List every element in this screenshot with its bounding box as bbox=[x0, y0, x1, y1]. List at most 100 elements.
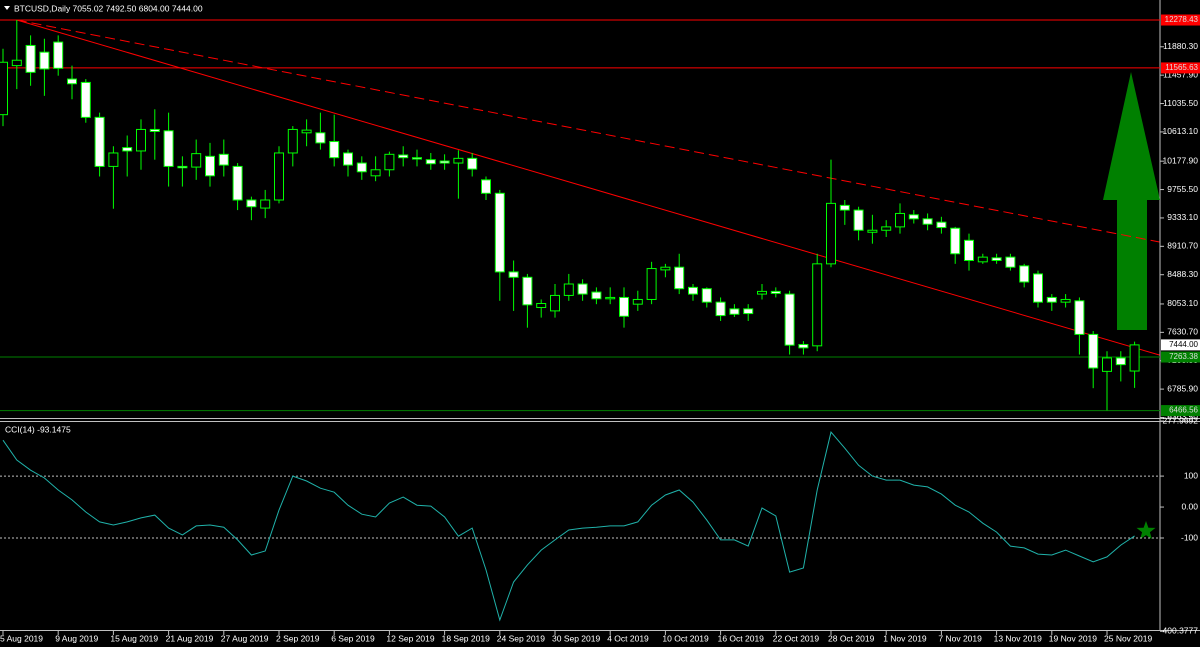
level-label: 7263.38 bbox=[1169, 352, 1198, 361]
candle-body bbox=[1129, 344, 1140, 372]
x-tick-label: 7 Nov 2019 bbox=[938, 633, 982, 643]
candle-body bbox=[591, 291, 602, 300]
candle-body bbox=[218, 153, 229, 166]
candle-body bbox=[370, 169, 381, 177]
candle-body bbox=[977, 256, 988, 263]
y-tick-label: 10177.90 bbox=[1163, 155, 1199, 165]
candle-body bbox=[895, 212, 905, 228]
candle-body bbox=[867, 229, 878, 233]
level-tag bbox=[1161, 405, 1200, 417]
candle-body bbox=[1088, 333, 1099, 369]
y-tick-label: 8488.30 bbox=[1167, 269, 1198, 279]
level-label: 11565.63 bbox=[1165, 63, 1198, 72]
candle-body bbox=[39, 51, 50, 70]
x-tick-label: 21 Aug 2019 bbox=[166, 633, 214, 643]
candle-body bbox=[853, 209, 864, 231]
menu-triangle bbox=[4, 6, 10, 10]
y-tick-label: 9755.50 bbox=[1167, 184, 1198, 194]
candle-body bbox=[232, 165, 243, 201]
candle-body bbox=[191, 153, 202, 168]
candle-body bbox=[688, 286, 698, 295]
candle-body bbox=[315, 132, 326, 144]
candle-body bbox=[467, 157, 478, 170]
candle-body bbox=[1060, 298, 1071, 303]
candle-body bbox=[950, 227, 961, 255]
candle-body bbox=[1074, 300, 1085, 335]
y-tick-label: 8053.10 bbox=[1167, 298, 1198, 308]
x-tick-label: 4 Oct 2019 bbox=[607, 633, 649, 643]
candle-body bbox=[839, 204, 850, 211]
candle-body bbox=[1019, 265, 1030, 283]
x-tick-label: 15 Aug 2019 bbox=[110, 633, 158, 643]
level-tag bbox=[1161, 351, 1200, 363]
current-price-tag bbox=[1161, 339, 1200, 351]
candle-body bbox=[729, 308, 740, 315]
candle-body bbox=[646, 268, 657, 300]
candle-body bbox=[25, 44, 36, 73]
x-tick-label: 19 Nov 2019 bbox=[1049, 633, 1097, 643]
candle-body bbox=[53, 41, 64, 69]
x-tick-label: 22 Oct 2019 bbox=[773, 633, 820, 643]
candle-body bbox=[784, 293, 795, 346]
candle-body bbox=[936, 221, 947, 229]
candle-body bbox=[398, 154, 409, 159]
x-tick-label: 5 Aug 2019 bbox=[0, 633, 43, 643]
candle-body bbox=[94, 116, 105, 167]
candle-body bbox=[122, 147, 133, 152]
x-tick-label: 1 Nov 2019 bbox=[883, 633, 927, 643]
level-label: 6466.56 bbox=[1169, 406, 1198, 415]
y-tick-label: 7630.70 bbox=[1167, 327, 1198, 337]
level-tag bbox=[1161, 14, 1200, 26]
candle-body bbox=[619, 296, 629, 317]
x-tick-label: 27 Aug 2019 bbox=[221, 633, 269, 643]
candle-body bbox=[715, 301, 726, 317]
candle-body bbox=[1115, 357, 1126, 366]
candle-body bbox=[80, 81, 91, 118]
candle-body bbox=[563, 283, 574, 296]
candle-body bbox=[632, 298, 643, 305]
x-tick-label: 30 Sep 2019 bbox=[552, 633, 600, 643]
candle-body bbox=[770, 290, 781, 294]
current-price-label: 7444.00 bbox=[1169, 340, 1198, 349]
candle-body bbox=[287, 128, 298, 154]
trend-line bbox=[16, 19, 1160, 356]
candle-body bbox=[163, 130, 174, 167]
x-tick-label: 6 Sep 2019 bbox=[331, 633, 375, 643]
candle-body bbox=[577, 283, 588, 295]
y-tick-label: 11457.90 bbox=[1163, 69, 1198, 79]
y-tick-label: 8910.70 bbox=[1167, 241, 1198, 251]
x-tick-label: 2 Sep 2019 bbox=[276, 633, 320, 643]
y-tick-label: 100 bbox=[1184, 470, 1198, 480]
candle-body bbox=[384, 153, 395, 171]
y-tick-label: -100 bbox=[1181, 532, 1198, 542]
candle-body bbox=[881, 226, 892, 231]
candle-body bbox=[11, 59, 22, 67]
candle-body bbox=[412, 157, 422, 160]
cci-line bbox=[2, 431, 1135, 622]
chart-title: BTCUSD,Daily 7055.02 7492.50 6804.00 744… bbox=[14, 3, 203, 13]
x-tick-label: 18 Sep 2019 bbox=[442, 633, 490, 643]
candle-body bbox=[1005, 256, 1016, 268]
x-tick-label: 28 Oct 2019 bbox=[828, 633, 875, 643]
candle-body bbox=[522, 276, 533, 306]
candle-body bbox=[494, 192, 505, 273]
y-tick-label: 0.00 bbox=[1181, 501, 1198, 511]
y-tick-label: 277.9692 bbox=[1163, 415, 1199, 425]
candle-body bbox=[0, 61, 8, 116]
candle-body bbox=[826, 202, 836, 265]
candle-body bbox=[812, 263, 823, 347]
candle-body bbox=[757, 290, 767, 295]
candle-body bbox=[908, 214, 919, 220]
candle-body bbox=[508, 271, 519, 278]
candle-body bbox=[246, 199, 257, 208]
candle-body bbox=[149, 128, 160, 132]
x-tick-label: 9 Aug 2019 bbox=[55, 633, 98, 643]
candle-body bbox=[205, 155, 215, 177]
candle-body bbox=[453, 157, 464, 164]
candle-body bbox=[550, 294, 560, 312]
x-tick-label: 24 Sep 2019 bbox=[497, 633, 545, 643]
y-tick-label: 6785.90 bbox=[1167, 383, 1198, 393]
candle-body bbox=[177, 165, 188, 169]
